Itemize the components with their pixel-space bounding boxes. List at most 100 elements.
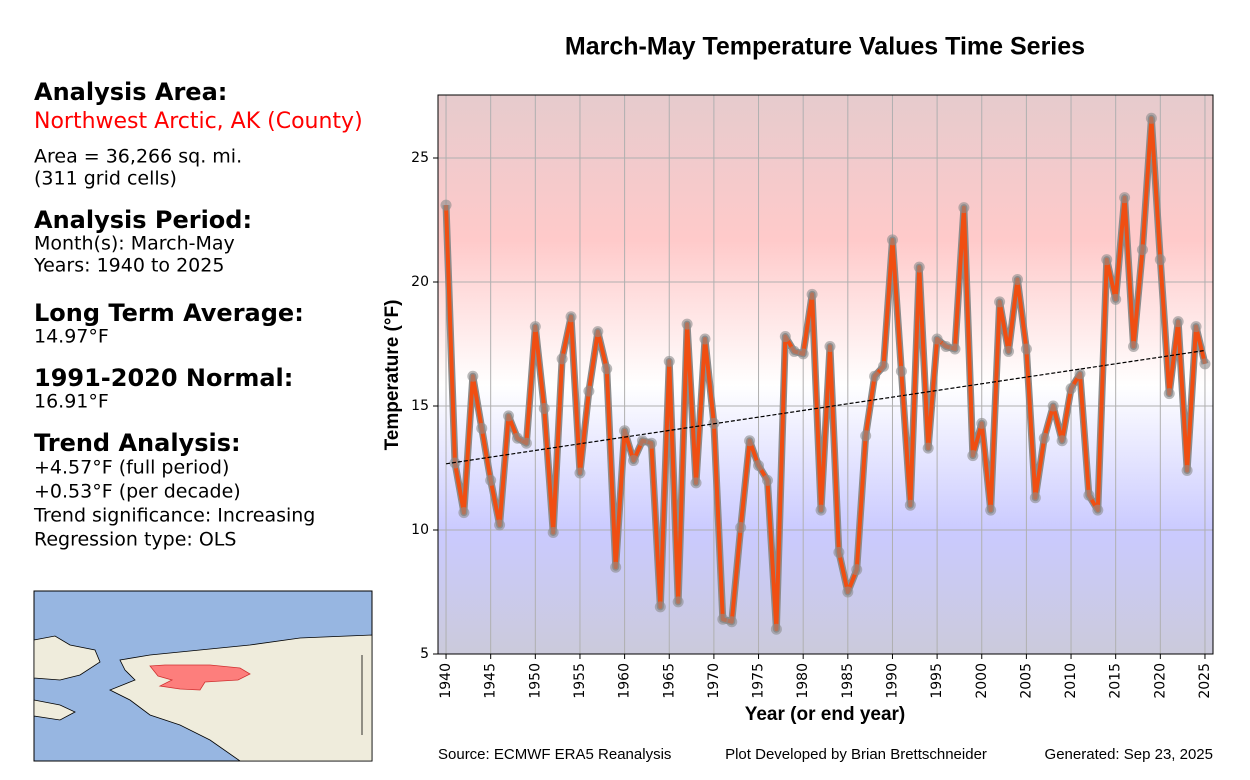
x-tick-label: 1985 bbox=[840, 663, 856, 699]
data-point bbox=[797, 348, 809, 360]
data-point bbox=[1181, 464, 1193, 476]
data-point bbox=[1003, 345, 1015, 357]
data-point bbox=[761, 474, 773, 486]
heading: Trend Analysis: bbox=[34, 429, 241, 457]
x-tick-label: 1995 bbox=[929, 663, 945, 699]
y-tick-label: 25 bbox=[411, 150, 429, 166]
info-line: Years: 1940 to 2025 bbox=[33, 255, 224, 277]
data-point bbox=[770, 623, 782, 635]
x-tick-label: 2000 bbox=[974, 663, 990, 699]
y-tick-label: 5 bbox=[420, 646, 429, 662]
data-point bbox=[619, 425, 631, 437]
data-point bbox=[520, 437, 532, 449]
x-tick-label: 1970 bbox=[706, 663, 722, 699]
x-tick-label: 2005 bbox=[1018, 663, 1034, 699]
x-tick-label: 1955 bbox=[572, 663, 588, 699]
data-point bbox=[860, 430, 872, 442]
data-point bbox=[1110, 293, 1122, 305]
data-point bbox=[547, 526, 559, 538]
footer-source: Source: ECMWF ERA5 Reanalysis bbox=[438, 746, 671, 763]
heading: 1991-2020 Normal: bbox=[34, 364, 293, 392]
heading: Analysis Area: bbox=[34, 78, 227, 106]
data-point bbox=[726, 616, 738, 628]
data-point bbox=[1020, 343, 1032, 355]
data-point bbox=[1101, 254, 1113, 266]
data-point bbox=[753, 460, 765, 472]
data-point bbox=[806, 288, 818, 300]
x-tick-label: 2015 bbox=[1108, 663, 1124, 699]
data-point bbox=[663, 355, 675, 367]
data-point bbox=[1128, 340, 1140, 352]
info-line: +0.53°F (per decade) bbox=[34, 481, 241, 503]
data-point bbox=[779, 331, 791, 343]
data-point bbox=[592, 326, 604, 338]
plot bbox=[440, 112, 1211, 635]
info-line: Area = 36,266 sq. mi. bbox=[34, 146, 242, 168]
heading: Analysis Period: bbox=[34, 206, 252, 234]
x-tick-label: 2010 bbox=[1063, 663, 1079, 699]
data-point bbox=[869, 370, 881, 382]
data-point bbox=[958, 202, 970, 214]
info-line: 14.97°F bbox=[34, 326, 109, 348]
data-point bbox=[1083, 489, 1095, 501]
data-point bbox=[503, 410, 515, 422]
x-tick-label: 2025 bbox=[1197, 663, 1213, 699]
info-line: Regression type: OLS bbox=[34, 529, 236, 551]
x-tick-label: 1940 bbox=[438, 663, 454, 699]
data-point bbox=[1199, 358, 1211, 370]
data-point bbox=[851, 564, 863, 576]
data-point bbox=[940, 340, 952, 352]
data-point bbox=[1011, 274, 1023, 286]
data-point bbox=[967, 450, 979, 462]
y-tick-label: 15 bbox=[411, 398, 429, 414]
data-point bbox=[1056, 435, 1068, 447]
data-point bbox=[1136, 244, 1148, 256]
data-point bbox=[1047, 400, 1059, 412]
info-line: Trend significance: Increasing bbox=[33, 505, 315, 527]
x-axis-label: Year (or end year) bbox=[745, 704, 906, 725]
data-point bbox=[476, 422, 488, 434]
data-point bbox=[744, 435, 756, 447]
data-point bbox=[574, 467, 586, 479]
data-point bbox=[1092, 504, 1104, 516]
data-point bbox=[815, 504, 827, 516]
data-point bbox=[645, 437, 657, 449]
x-tick-label: 1960 bbox=[617, 663, 633, 699]
data-point bbox=[681, 318, 693, 330]
data-point bbox=[878, 360, 890, 372]
data-point bbox=[985, 504, 997, 516]
data-point bbox=[913, 261, 925, 273]
data-point bbox=[636, 435, 648, 447]
data-point bbox=[922, 442, 934, 454]
data-point bbox=[538, 402, 550, 414]
data-point bbox=[672, 596, 684, 608]
info-line: Month(s): March-May bbox=[34, 233, 235, 255]
info-line: 16.91°F bbox=[34, 391, 109, 413]
info-line: +4.57°F (full period) bbox=[34, 457, 229, 479]
data-point bbox=[601, 363, 613, 375]
info-line: (311 grid cells) bbox=[34, 168, 177, 190]
data-point bbox=[1074, 368, 1086, 380]
x-tick-label: 1975 bbox=[751, 663, 767, 699]
data-point bbox=[458, 507, 470, 519]
data-point bbox=[699, 333, 711, 345]
trend-line bbox=[445, 349, 1206, 465]
data-point bbox=[556, 353, 568, 365]
data-point bbox=[1154, 254, 1166, 266]
data-point bbox=[895, 365, 907, 377]
x-tick-label: 2020 bbox=[1152, 663, 1168, 699]
data-point bbox=[1172, 316, 1184, 328]
data-point bbox=[824, 340, 836, 352]
x-tick-label: 1950 bbox=[527, 663, 543, 699]
data-point bbox=[1029, 492, 1041, 504]
heading: Long Term Average: bbox=[34, 299, 304, 327]
data-point bbox=[1190, 321, 1202, 333]
plot-frame bbox=[437, 94, 1214, 655]
x-tick-label: 1945 bbox=[483, 663, 499, 699]
data-point bbox=[717, 613, 729, 625]
x-tick-label: 1990 bbox=[884, 663, 900, 699]
data-point bbox=[1163, 388, 1175, 400]
data-point bbox=[931, 333, 943, 345]
footer-generated: Generated: Sep 23, 2025 bbox=[1045, 746, 1213, 763]
data-point bbox=[788, 345, 800, 357]
